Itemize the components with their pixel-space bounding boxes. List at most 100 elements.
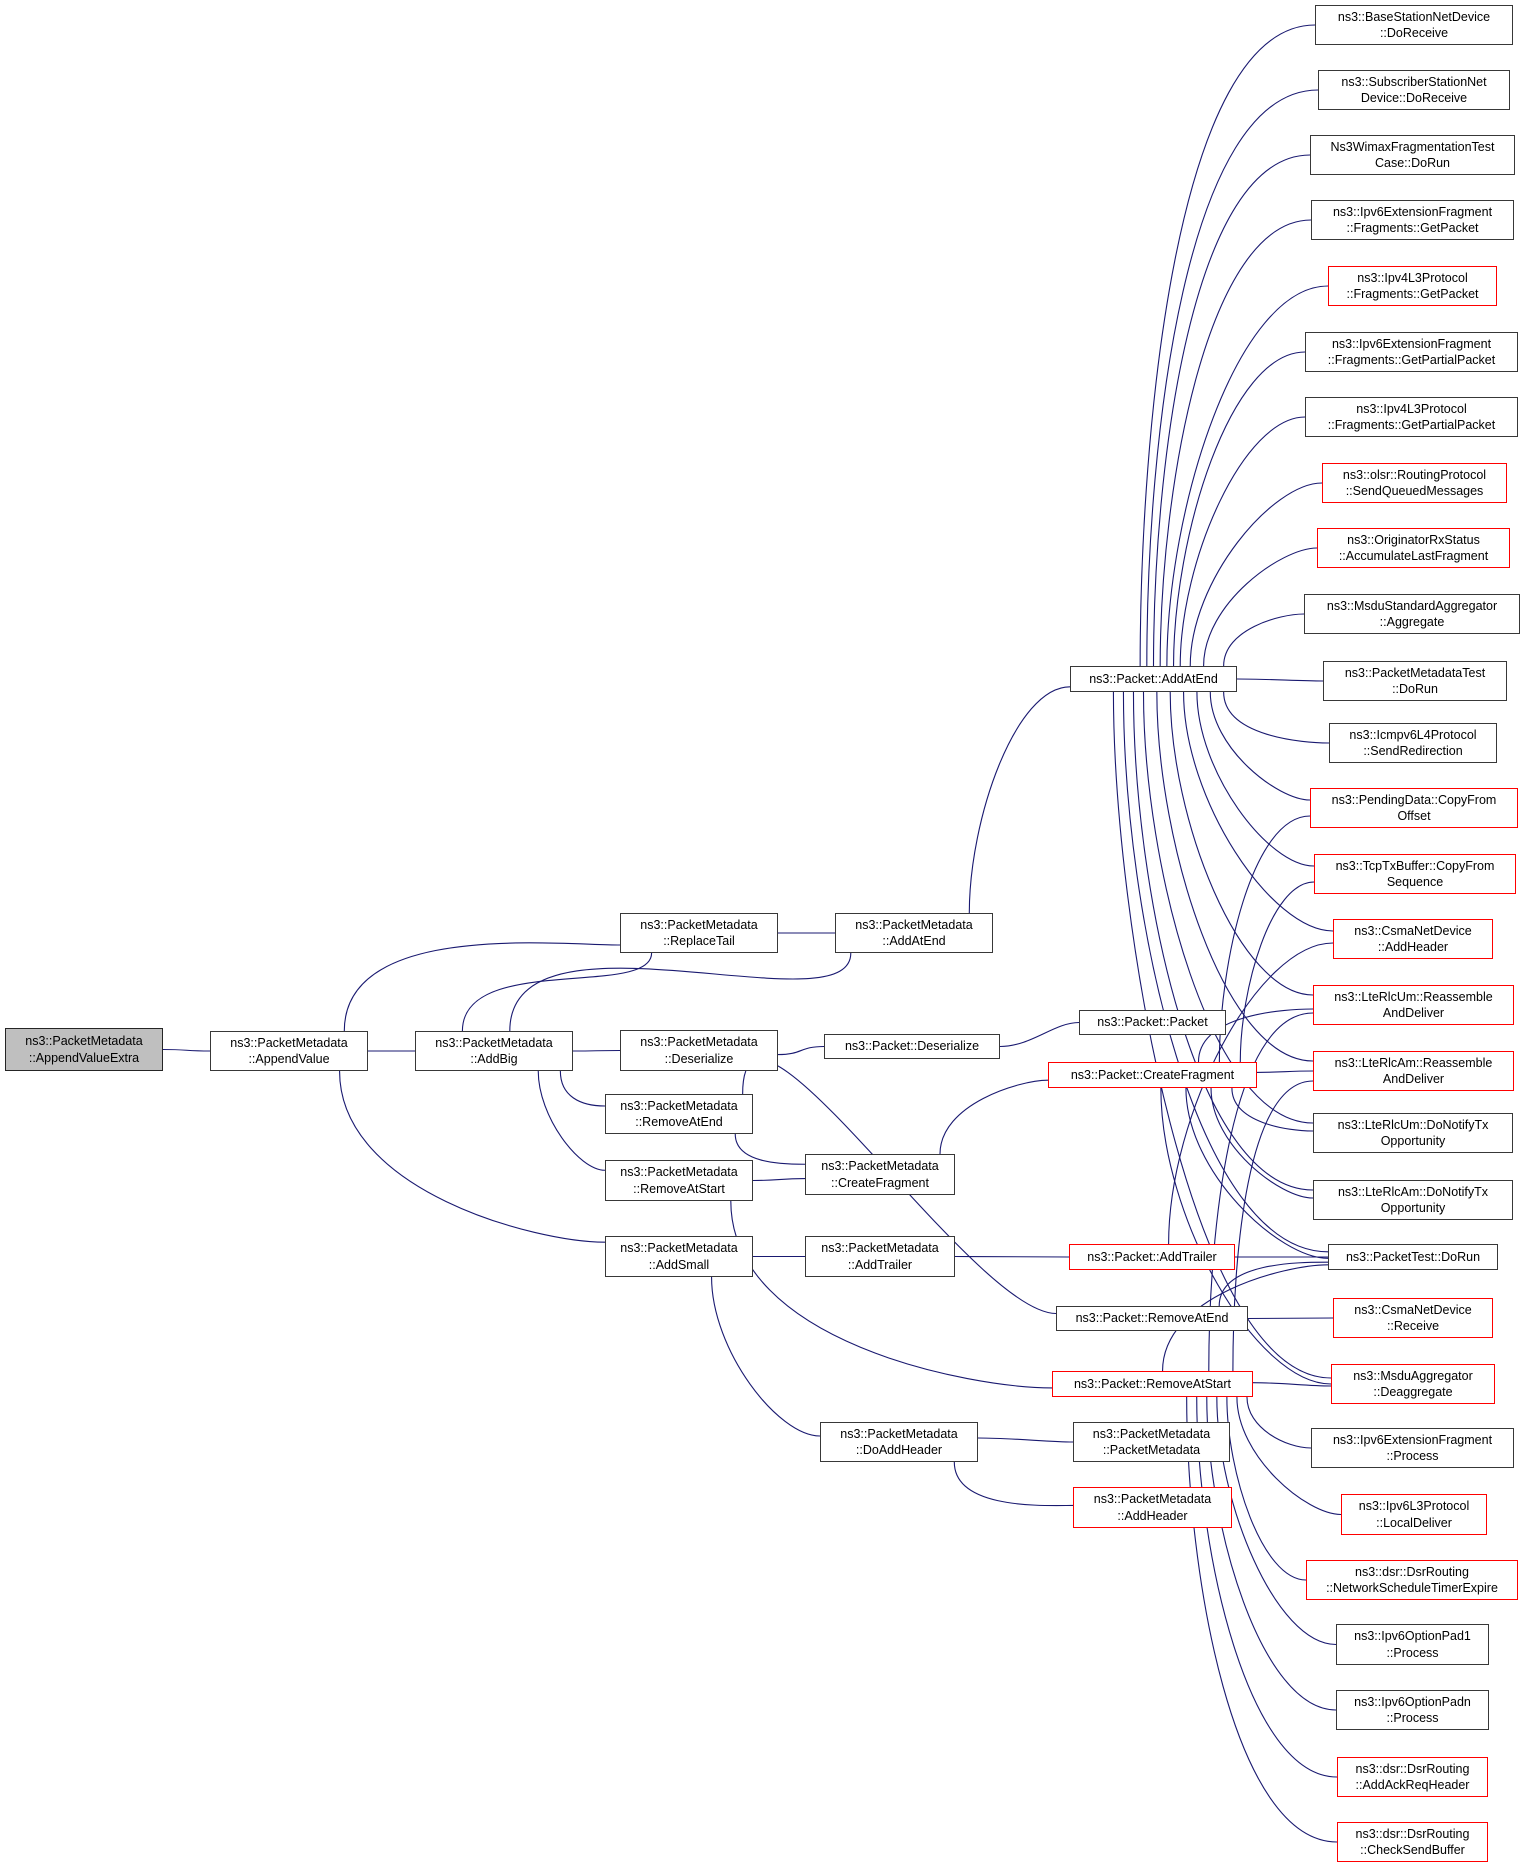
graph-node-label: ::NetworkScheduleTimerExpire	[1326, 1581, 1498, 1595]
graph-node-pm_addheader[interactable]: ns3::PacketMetadata::AddHeader	[1073, 1487, 1232, 1528]
graph-node-ipv6optionpadn[interactable]: ns3::Ipv6OptionPadn::Process	[1336, 1690, 1489, 1730]
graph-node-label: ns3::MsduAggregator	[1353, 1368, 1473, 1383]
graph-node-label: ns3::Packet::RemoveAtStart	[1073, 1376, 1231, 1391]
graph-node-label: ns3::PacketMetadata	[821, 1241, 939, 1255]
edge-tcptx_copy-p_addatend	[1196, 691, 1315, 867]
graph-node-p_addtrailer[interactable]: ns3::Packet::AddTrailer	[1069, 1244, 1235, 1270]
graph-node-ipv6extfrag_getpartial[interactable]: ns3::Ipv6ExtensionFragment::Fragments::G…	[1305, 332, 1518, 372]
graph-node-ipv6l3_localdeliver[interactable]: ns3::Ipv6L3Protocol::LocalDeliver	[1341, 1494, 1487, 1535]
graph-node-ipv6extfrag_process[interactable]: ns3::Ipv6ExtensionFragment::Process	[1311, 1428, 1514, 1468]
graph-node-p_addatend[interactable]: ns3::Packet::AddAtEnd	[1070, 666, 1237, 692]
graph-node-label: ns3::Icmpv6L4Protocol	[1349, 727, 1477, 742]
graph-node-label: ::AddAtEnd	[882, 934, 946, 948]
graph-node-label: Offset	[1397, 809, 1431, 823]
edge-packettest_dorun-p_removeatstart	[1162, 1264, 1329, 1372]
edge-p_packet-p_deserialize	[999, 1021, 1080, 1048]
graph-node-pm_doaddheader[interactable]: ns3::PacketMetadata::DoAddHeader	[820, 1422, 978, 1462]
graph-node-p_removeatstart[interactable]: ns3::Packet::RemoveAtStart	[1052, 1371, 1253, 1397]
graph-node-label: ::PacketMetadata	[1102, 1443, 1201, 1457]
graph-node-label: ns3::SubscriberStationNet	[1341, 74, 1487, 89]
graph-node-dsr_checksend[interactable]: ns3::dsr::DsrRouting::CheckSendBuffer	[1337, 1822, 1488, 1862]
graph-node-msdustd_aggregate[interactable]: ns3::MsduStandardAggregator::Aggregate	[1304, 594, 1520, 634]
edge-dsr_checksend-p_removeatstart	[1186, 1396, 1338, 1843]
graph-node-olsr_sendqueued[interactable]: ns3::olsr::RoutingProtocol::SendQueuedMe…	[1322, 463, 1507, 503]
graph-node-addbig[interactable]: ns3::PacketMetadata::AddBig	[415, 1031, 573, 1071]
graph-node-label: ns3::Packet::RemoveAtEnd	[1075, 1311, 1229, 1326]
graph-node-ipv4l3_getpartial[interactable]: ns3::Ipv4L3Protocol::Fragments::GetParti…	[1305, 397, 1518, 437]
edge-basestation-p_addatend	[1139, 24, 1316, 667]
graph-node-originatorrx[interactable]: ns3::OriginatorRxStatus::AccumulateLastF…	[1317, 528, 1510, 568]
graph-node-p_removeatend[interactable]: ns3::Packet::RemoveAtEnd	[1056, 1306, 1248, 1331]
edge-ltercum_donotify-p_createfragment	[1231, 1087, 1314, 1132]
graph-node-label: ::Aggregate	[1379, 615, 1445, 629]
graph-node-label: ::AddSmall	[648, 1257, 710, 1272]
graph-node-pm_createfragment[interactable]: ns3::PacketMetadata::CreateFragment	[805, 1154, 955, 1195]
edge-pm_removeatend-addbig	[559, 1070, 606, 1107]
edge-pm_createfragment-pm_removeatend	[734, 1133, 806, 1165]
graph-node-ipv6extfrag_getpacket[interactable]: ns3::Ipv6ExtensionFragment::Fragments::G…	[1311, 200, 1514, 240]
graph-node-pm_packetmetadata[interactable]: ns3::PacketMetadata::PacketMetadata	[1073, 1422, 1230, 1462]
graph-node-pm_removeatstart[interactable]: ns3::PacketMetadata::RemoveAtStart	[605, 1160, 753, 1201]
graph-node-subscriberstation[interactable]: ns3::SubscriberStationNet Device::DoRecei…	[1318, 70, 1510, 110]
graph-node-label: ns3::Ipv6ExtensionFragment	[1331, 336, 1492, 351]
graph-node-label: ns3::PacketMetadata	[620, 1241, 738, 1255]
graph-node-label: ::Fragments::GetPacket	[1346, 221, 1479, 235]
edge-packettest_dorun-p_createfragment	[1185, 1087, 1329, 1259]
graph-node-appendvalue[interactable]: ns3::PacketMetadata::AppendValue	[210, 1031, 368, 1071]
graph-node-pm_addsmall[interactable]: ns3::PacketMetadata::AddSmall	[605, 1236, 753, 1277]
edge-ipv6extfrag_getpartial-p_addatend	[1172, 351, 1306, 667]
graph-node-label: ::AddTrailer	[847, 1257, 913, 1272]
graph-node-label: ns3::PacketMetadata	[1093, 1492, 1212, 1506]
graph-node-label: AndDeliver	[1382, 1072, 1445, 1086]
graph-node-label: ns3::Packet::Deserialize	[844, 1039, 980, 1054]
graph-node-label: ns3::MsduStandardAggregator	[1326, 598, 1498, 613]
graph-node-csma_receive[interactable]: ns3::CsmaNetDevice::Receive	[1333, 1298, 1493, 1338]
graph-node-p_deserialize[interactable]: ns3::Packet::Deserialize	[824, 1034, 1000, 1059]
graph-node-ipv6optionpad1[interactable]: ns3::Ipv6OptionPad1::Process	[1336, 1624, 1489, 1665]
graph-node-pm_deserialize[interactable]: ns3::PacketMetadata::Deserialize	[620, 1030, 778, 1071]
graph-node-ltercum_donotify[interactable]: ns3::LteRlcUm::DoNotifyTx Opportunity	[1313, 1113, 1513, 1153]
graph-node-dsr_networkschedule[interactable]: ns3::dsr::DsrRouting::NetworkScheduleTim…	[1306, 1560, 1518, 1600]
graph-node-msduagg_deagg[interactable]: ns3::MsduAggregator::Deaggregate	[1331, 1364, 1495, 1404]
graph-node-label: Sequence	[1386, 875, 1444, 889]
graph-node-dsr_addackreq[interactable]: ns3::dsr::DsrRouting::AddAckReqHeader	[1337, 1757, 1488, 1797]
graph-node-label: ::Process	[1386, 1645, 1439, 1660]
edge-subscriberstation-p_addatend	[1146, 89, 1319, 667]
graph-node-p_createfragment[interactable]: ns3::Packet::CreateFragment	[1048, 1062, 1257, 1088]
graph-node-label: ::RemoveAtStart	[633, 1181, 725, 1196]
graph-node-label: ::Fragments::GetPacket	[1346, 287, 1479, 301]
graph-node-pendingdata_copy[interactable]: ns3::PendingData::CopyFrom Offset	[1310, 788, 1518, 828]
graph-node-pm_addatend[interactable]: ns3::PacketMetadata::AddAtEnd	[835, 913, 993, 953]
graph-node-p_packet[interactable]: ns3::Packet::Packet	[1079, 1010, 1226, 1035]
graph-node-label: Case::DoRun	[1374, 156, 1451, 170]
graph-node-basestation[interactable]: ns3::BaseStationNetDevice::DoReceive	[1315, 5, 1513, 45]
edge-msdustd_aggregate-p_addatend	[1223, 613, 1305, 667]
edge-msduagg_deagg-p_addatend	[1112, 691, 1332, 1379]
graph-node-pmtest_dorun[interactable]: ns3::PacketMetadataTest::DoRun	[1323, 661, 1507, 701]
graph-node-label: ::Process	[1386, 1711, 1439, 1725]
graph-node-label: ns3::PacketMetadata	[640, 917, 758, 932]
graph-node-label: ::Deaggregate	[1373, 1385, 1453, 1399]
graph-node-label: ::Fragments::GetPartialPacket	[1327, 353, 1496, 367]
graph-node-label: ns3::Ipv6ExtensionFragment	[1332, 1432, 1493, 1447]
graph-node-label: ::ReplaceTail	[663, 934, 735, 948]
graph-node-label: AndDeliver	[1382, 1006, 1445, 1020]
edge-msduagg_deagg-p_removeatstart	[1252, 1382, 1332, 1387]
graph-node-csma_addheader[interactable]: ns3::CsmaNetDevice::AddHeader	[1333, 919, 1493, 959]
graph-node-label: ns3::PacketMetadataTest	[1344, 665, 1486, 680]
edge-ltercam_re-p_createfragment	[1256, 1070, 1314, 1073]
graph-node-wimaxfragtest[interactable]: Ns3WimaxFragmentationTest Case::DoRun	[1310, 135, 1515, 175]
graph-node-pm_addtrailer[interactable]: ns3::PacketMetadata::AddTrailer	[805, 1236, 955, 1277]
graph-node-ipv4l3_getpacket[interactable]: ns3::Ipv4L3Protocol::Fragments::GetPacke…	[1328, 266, 1497, 306]
edge-csma_receive-p_removeatend	[1247, 1317, 1334, 1320]
graph-node-ltercam_donotify[interactable]: ns3::LteRlcAm::DoNotifyTx Opportunity	[1313, 1180, 1513, 1220]
graph-node-label: ns3::LteRlcAm::Reassemble	[1334, 1055, 1493, 1070]
graph-node-label: ns3::TcpTxBuffer::CopyFrom	[1335, 858, 1495, 873]
graph-node-ltercum_re[interactable]: ns3::LteRlcUm::Reassemble AndDeliver	[1313, 985, 1514, 1025]
graph-node-packettest_dorun[interactable]: ns3::PacketTest::DoRun	[1328, 1244, 1498, 1270]
graph-node-replacetail[interactable]: ns3::PacketMetadata::ReplaceTail	[620, 913, 778, 953]
graph-node-pm_removeatend[interactable]: ns3::PacketMetadata::RemoveAtEnd	[605, 1094, 753, 1134]
graph-node-icmpv6_sendredir[interactable]: ns3::Icmpv6L4Protocol::SendRedirection	[1329, 723, 1497, 763]
